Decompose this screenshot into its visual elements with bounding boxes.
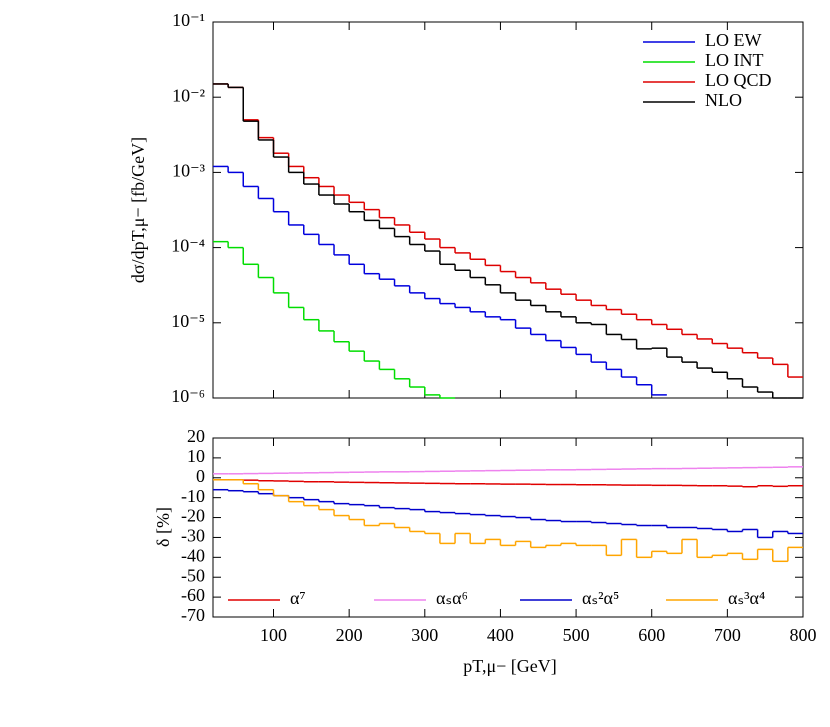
y-tick-label: 10⁻⁵ [171,311,205,331]
legend-label: αₛ³α⁴ [728,588,765,608]
top-frame [212,21,804,399]
y-tick-label: 10⁻⁴ [171,236,205,256]
x-tick-label: 400 [487,625,514,645]
y-tick-label: -60 [181,585,205,605]
y-tick-label: -10 [181,486,205,506]
y-tick-label: 10⁻² [172,85,205,105]
legend-label: αₛ²α⁵ [582,588,619,608]
x-tick-label: 500 [563,625,590,645]
bottom-frame [212,437,804,618]
legend-label: LO EW [705,30,761,50]
x-tick-label: 200 [336,625,363,645]
y-tick-label: 10⁻³ [172,161,206,181]
y-tick-label: 10 [187,446,205,466]
legend-label: α⁷ [290,588,306,608]
bottom-y-label: δ [%] [153,507,173,547]
y-tick-label: -40 [181,545,205,565]
y-tick-label: 0 [196,466,205,486]
x-label: pT,μ− [GeV] [463,656,556,676]
top-y-label: dσ/dpT,μ− [fb/GeV] [128,137,148,283]
legend-label: αₛα⁶ [436,588,468,608]
y-tick-label: -20 [181,506,205,526]
x-tick-label: 300 [411,625,438,645]
y-tick-label: -30 [181,526,205,546]
x-tick-label: 100 [260,625,287,645]
y-tick-label: 10⁻¹ [172,10,205,30]
y-tick-label: 10⁻⁶ [171,386,205,406]
y-tick-label: -70 [181,605,205,625]
y-tick-label: -50 [181,565,205,585]
x-tick-label: 800 [790,625,817,645]
legend-label: NLO [705,90,742,110]
x-tick-label: 600 [638,625,665,645]
x-tick-label: 700 [714,625,741,645]
legend-label: LO QCD [705,70,772,90]
legend-label: LO INT [705,50,763,70]
y-tick-label: 20 [187,426,205,446]
